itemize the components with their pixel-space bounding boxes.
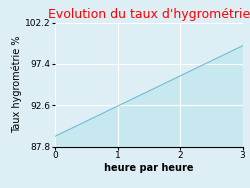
Title: Evolution du taux d'hygrométrie: Evolution du taux d'hygrométrie — [48, 8, 250, 21]
Y-axis label: Taux hygrométrie %: Taux hygrométrie % — [12, 36, 22, 133]
X-axis label: heure par heure: heure par heure — [104, 163, 194, 173]
